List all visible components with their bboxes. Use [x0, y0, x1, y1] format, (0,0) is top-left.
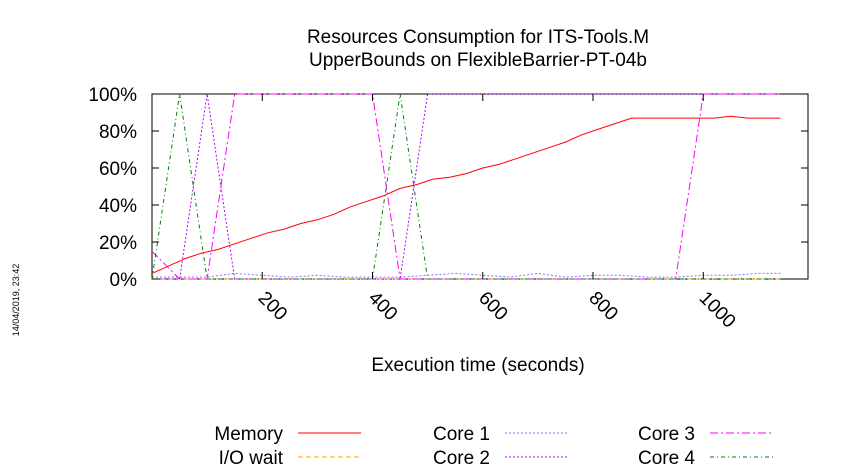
series-line-core-4 — [151, 93, 781, 280]
y-tick-label: 0% — [110, 270, 138, 291]
legend-label: Memory — [214, 424, 283, 445]
y-tick-label: 100% — [88, 85, 137, 106]
y-tick-label: 80% — [99, 122, 137, 143]
series-line-core-3 — [151, 93, 781, 280]
series-line-core-2 — [152, 93, 781, 280]
x-axis-ticks: 200 400 600 800 1000 — [254, 94, 740, 333]
legend-label: Core 4 — [638, 448, 695, 469]
series-line-core-1 — [152, 272, 781, 278]
x-axis-label: Execution time (seconds) — [371, 355, 584, 376]
legend-item: I/O wait — [219, 448, 361, 469]
legend-label: Core 3 — [638, 424, 695, 445]
x-tick-label: 800 — [584, 288, 621, 325]
y-tick-label: 40% — [99, 196, 137, 217]
legend-item: Memory — [214, 424, 361, 445]
y-axis-ticks: 0% 20% 40% 60% 80% 100% — [88, 85, 808, 291]
x-tick-label: 1000 — [695, 288, 740, 333]
series-line-memory — [151, 115, 781, 274]
y-tick-label: 20% — [99, 233, 137, 254]
legend-label: Core 1 — [433, 424, 490, 445]
legend-item: Core 4 — [638, 448, 773, 469]
legend-item: Core 3 — [638, 424, 773, 445]
chart-title-line-1: Resources Consumption for ITS-Tools.M — [307, 27, 649, 48]
plot-area — [151, 93, 809, 280]
x-tick-label: 600 — [474, 288, 511, 325]
legend-label: Core 2 — [433, 448, 490, 469]
y-tick-label: 60% — [99, 159, 137, 180]
legend: Memory I/O wait Core 1 Core 2 Core 3 Core 4 — [214, 424, 773, 469]
series-layer — [151, 93, 781, 280]
timestamp-label: 14/04/2019, 23:42 — [11, 264, 21, 337]
x-tick-label: 400 — [364, 288, 401, 325]
legend-item: Core 1 — [433, 424, 568, 445]
legend-item: Core 2 — [433, 448, 568, 469]
chart-title-line-2: UpperBounds on FlexibleBarrier-PT-04b — [309, 50, 647, 71]
x-tick-label: 200 — [254, 288, 291, 325]
plot-frame — [151, 93, 809, 280]
legend-label: I/O wait — [219, 448, 284, 469]
